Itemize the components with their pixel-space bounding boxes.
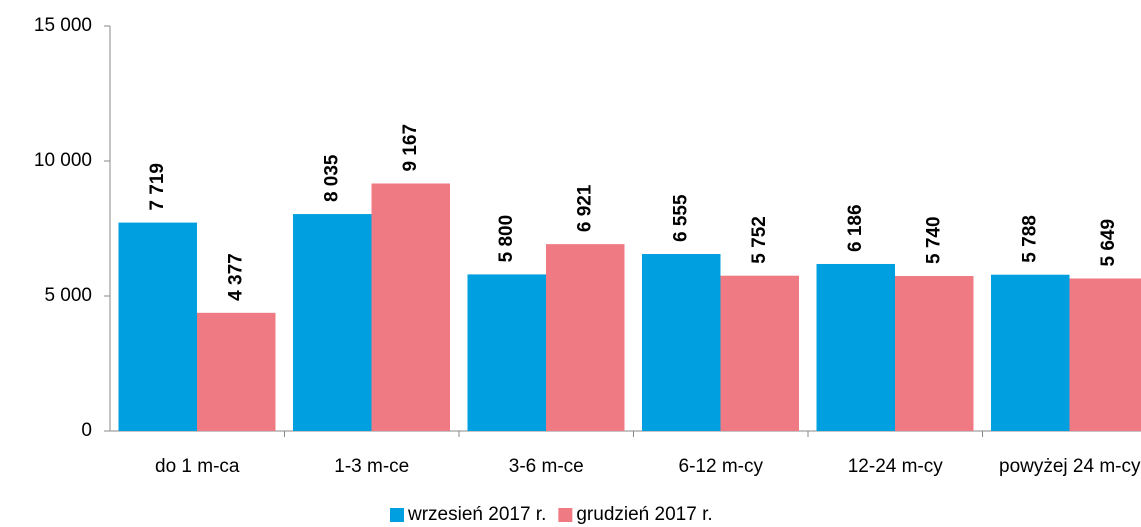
y-tick-label: 10 000 — [34, 150, 92, 171]
value-label: 4 377 — [225, 253, 246, 301]
bar — [642, 254, 721, 431]
y-tick-label: 15 000 — [34, 15, 92, 36]
bar — [895, 276, 974, 431]
bar — [467, 274, 546, 431]
legend-swatch — [390, 508, 404, 522]
x-tick-label: 6-12 m-cy — [679, 456, 764, 477]
value-label: 5 740 — [923, 216, 944, 264]
bar — [197, 312, 276, 431]
value-label: 9 167 — [400, 124, 421, 172]
x-tick-label: powyżej 24 m-cy — [999, 456, 1141, 477]
x-tick-label: do 1 m-ca — [155, 456, 240, 477]
value-label: 6 555 — [670, 194, 691, 242]
legend-label: grudzień 2017 r. — [576, 504, 712, 525]
bar — [816, 263, 895, 431]
bar — [371, 183, 450, 431]
value-label: 5 752 — [749, 216, 770, 264]
value-label: 8 035 — [321, 154, 342, 202]
bar — [546, 244, 625, 431]
bar — [1069, 278, 1141, 431]
value-label: 6 921 — [574, 184, 595, 232]
value-label: 5 800 — [496, 215, 517, 263]
value-label: 5 649 — [1098, 219, 1119, 267]
bar — [293, 214, 372, 431]
value-label: 7 719 — [147, 163, 168, 211]
value-label: 5 788 — [1019, 215, 1040, 263]
bar — [720, 275, 799, 431]
legend-label: wrzesień 2017 r. — [407, 504, 546, 525]
value-label: 6 186 — [845, 204, 866, 252]
x-tick-label: 1-3 m-ce — [334, 456, 409, 477]
legend-swatch — [558, 508, 573, 522]
x-tick-label: 3-6 m-ce — [509, 456, 584, 477]
y-tick-label: 0 — [81, 420, 92, 441]
bar — [991, 274, 1070, 431]
y-tick-label: 5 000 — [44, 285, 92, 306]
bar — [118, 222, 197, 431]
x-tick-label: 12-24 m-cy — [848, 456, 944, 477]
